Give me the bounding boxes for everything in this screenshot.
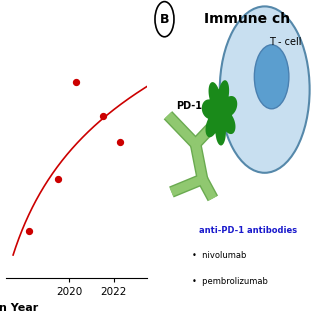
Polygon shape [202, 80, 237, 146]
Point [55, 176, 60, 181]
Text: B: B [160, 13, 169, 26]
Text: anti-PD-1 antibodies: anti-PD-1 antibodies [199, 226, 297, 235]
Circle shape [254, 45, 289, 109]
Point [26, 228, 31, 234]
Text: PD-1: PD-1 [177, 100, 203, 111]
Point [100, 113, 105, 118]
Circle shape [220, 6, 310, 173]
Text: T - cell: T - cell [269, 36, 302, 47]
Text: •  pembrolizumab: • pembrolizumab [192, 277, 268, 286]
Point [73, 79, 78, 84]
X-axis label: n Year: n Year [0, 303, 39, 313]
Text: •  nivolumab: • nivolumab [192, 252, 246, 260]
Text: Immune ch: Immune ch [204, 12, 291, 26]
Point [118, 140, 123, 145]
